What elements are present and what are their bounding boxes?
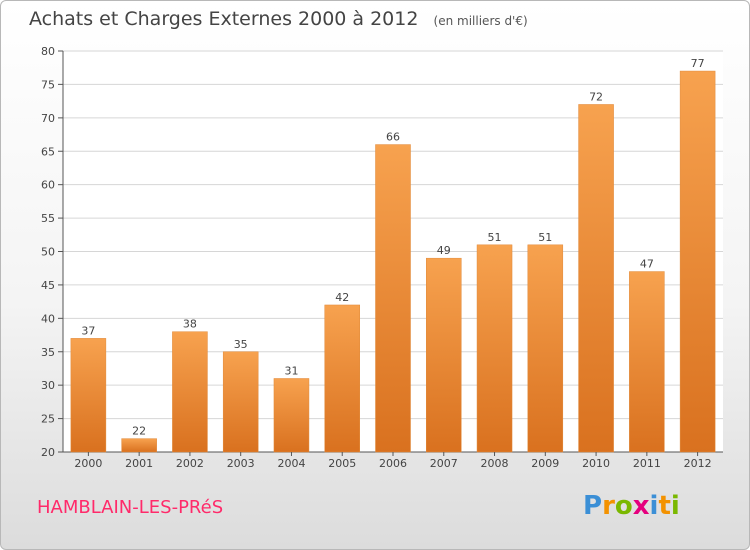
bar-2000 bbox=[70, 338, 107, 453]
bar-2011 bbox=[629, 271, 665, 453]
value-label-2007: 49 bbox=[437, 244, 451, 257]
x-tick-label-2001: 2001 bbox=[125, 457, 153, 470]
x-tick-label-2005: 2005 bbox=[328, 457, 356, 470]
y-tick-label: 30 bbox=[41, 379, 55, 392]
y-tick-label: 75 bbox=[41, 78, 55, 91]
logo-letter: t bbox=[658, 491, 671, 521]
value-label-2003: 35 bbox=[234, 338, 248, 351]
bar-2008 bbox=[476, 244, 513, 453]
logo-letter: i bbox=[670, 491, 680, 521]
y-tick-label: 20 bbox=[41, 446, 55, 459]
value-label-2009: 51 bbox=[538, 231, 552, 244]
y-tick-label: 25 bbox=[41, 413, 55, 426]
y-tick-label: 40 bbox=[41, 312, 55, 325]
value-label-2012: 77 bbox=[691, 57, 705, 70]
bar-2002 bbox=[172, 331, 208, 453]
value-label-2001: 22 bbox=[132, 425, 146, 438]
x-tick-label-2012: 2012 bbox=[684, 457, 712, 470]
value-label-2000: 37 bbox=[81, 324, 95, 337]
logo-letter: o bbox=[614, 491, 633, 521]
value-label-2008: 51 bbox=[488, 231, 502, 244]
chart-title: Achats et Charges Externes 2000 à 2012 bbox=[29, 8, 419, 30]
logo-letter: i bbox=[649, 491, 659, 521]
logo-letter: P bbox=[583, 491, 603, 521]
y-tick-label: 65 bbox=[41, 145, 55, 158]
x-tick-label-2006: 2006 bbox=[379, 457, 407, 470]
proxiti-logo: Proxiti bbox=[583, 491, 680, 521]
y-tick-label: 80 bbox=[41, 45, 55, 58]
x-tick-label-2004: 2004 bbox=[277, 457, 305, 470]
y-tick-label: 60 bbox=[41, 179, 55, 192]
y-tick-label: 50 bbox=[41, 246, 55, 259]
y-tick-label: 45 bbox=[41, 279, 55, 292]
bar-2003 bbox=[222, 351, 259, 453]
bar-2009 bbox=[527, 244, 564, 453]
x-tick-label-2009: 2009 bbox=[531, 457, 559, 470]
value-label-2010: 72 bbox=[589, 90, 603, 103]
x-tick-label-2002: 2002 bbox=[176, 457, 204, 470]
logo-letter: x bbox=[632, 491, 650, 521]
bar-2004 bbox=[273, 378, 310, 453]
commune-name: HAMBLAIN-LES-PRéS bbox=[37, 497, 224, 518]
bar-2012 bbox=[679, 70, 716, 453]
bar-2007 bbox=[426, 257, 462, 453]
x-tick-label-2003: 2003 bbox=[227, 457, 255, 470]
value-label-2006: 66 bbox=[386, 131, 400, 144]
x-tick-label-2008: 2008 bbox=[481, 457, 509, 470]
y-tick-label: 55 bbox=[41, 212, 55, 225]
x-tick-label-2007: 2007 bbox=[430, 457, 458, 470]
value-label-2011: 47 bbox=[640, 258, 654, 271]
bar-2010 bbox=[578, 104, 614, 453]
value-label-2004: 31 bbox=[284, 364, 298, 377]
x-tick-label-2000: 2000 bbox=[74, 457, 102, 470]
bar-2001 bbox=[121, 438, 157, 453]
chart-subtitle: (en milliers d'€) bbox=[433, 14, 528, 28]
y-tick-label: 70 bbox=[41, 112, 55, 125]
title-row: Achats et Charges Externes 2000 à 2012 (… bbox=[29, 8, 528, 30]
x-tick-label-2011: 2011 bbox=[633, 457, 661, 470]
value-label-2005: 42 bbox=[335, 291, 349, 304]
logo-letter: r bbox=[602, 491, 615, 521]
y-tick-label: 35 bbox=[41, 346, 55, 359]
bar-2006 bbox=[375, 144, 411, 453]
x-tick-label-2010: 2010 bbox=[582, 457, 610, 470]
bar-2005 bbox=[324, 304, 360, 453]
value-label-2002: 38 bbox=[183, 318, 197, 331]
